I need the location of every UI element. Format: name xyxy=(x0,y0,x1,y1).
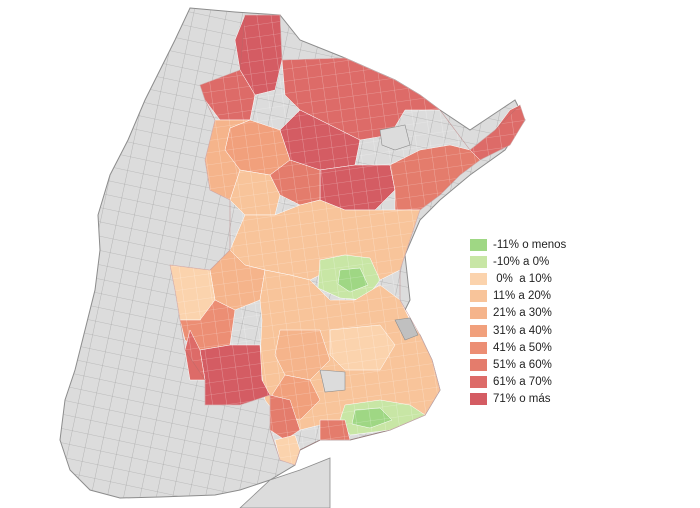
legend-item: 41% a 50% xyxy=(470,339,610,356)
legend-swatch xyxy=(470,324,487,337)
legend-swatch xyxy=(470,290,487,303)
legend-swatch xyxy=(470,393,487,406)
legend-item: 0% a 10% xyxy=(470,270,610,287)
legend-label: 61% a 70% xyxy=(493,376,552,389)
legend-swatch xyxy=(470,255,487,268)
legend-swatch xyxy=(470,358,487,371)
legend-item: 31% a 40% xyxy=(470,322,610,339)
legend-item: -11% o menos xyxy=(470,236,610,253)
legend-label: 71% o más xyxy=(493,393,551,406)
legend-item: 71% o más xyxy=(470,391,610,408)
legend-swatch xyxy=(470,272,487,285)
legend-label: 21% a 30% xyxy=(493,307,552,320)
legend-label: -10% a 0% xyxy=(493,255,550,268)
legend-item: -10% a 0% xyxy=(470,253,610,270)
legend-label: 11% a 20% xyxy=(493,290,551,303)
legend-label: 41% a 50% xyxy=(493,341,552,354)
legend-label: -11% o menos xyxy=(493,238,567,251)
legend-label: 0% a 10% xyxy=(493,272,552,285)
legend: -11% o menos -10% a 0% 0% a 10% 11% a 20% 2… xyxy=(470,236,610,408)
legend-swatch xyxy=(470,238,487,251)
legend-label: 31% a 40% xyxy=(493,324,552,337)
legend-item: 61% a 70% xyxy=(470,374,610,391)
legend-swatch xyxy=(470,307,487,320)
legend-label: 51% a 60% xyxy=(493,358,552,371)
legend-swatch xyxy=(470,341,487,354)
legend-item: 11% a 20% xyxy=(470,288,610,305)
legend-item: 51% a 60% xyxy=(470,356,610,373)
legend-swatch xyxy=(470,376,487,389)
legend-item: 21% a 30% xyxy=(470,305,610,322)
